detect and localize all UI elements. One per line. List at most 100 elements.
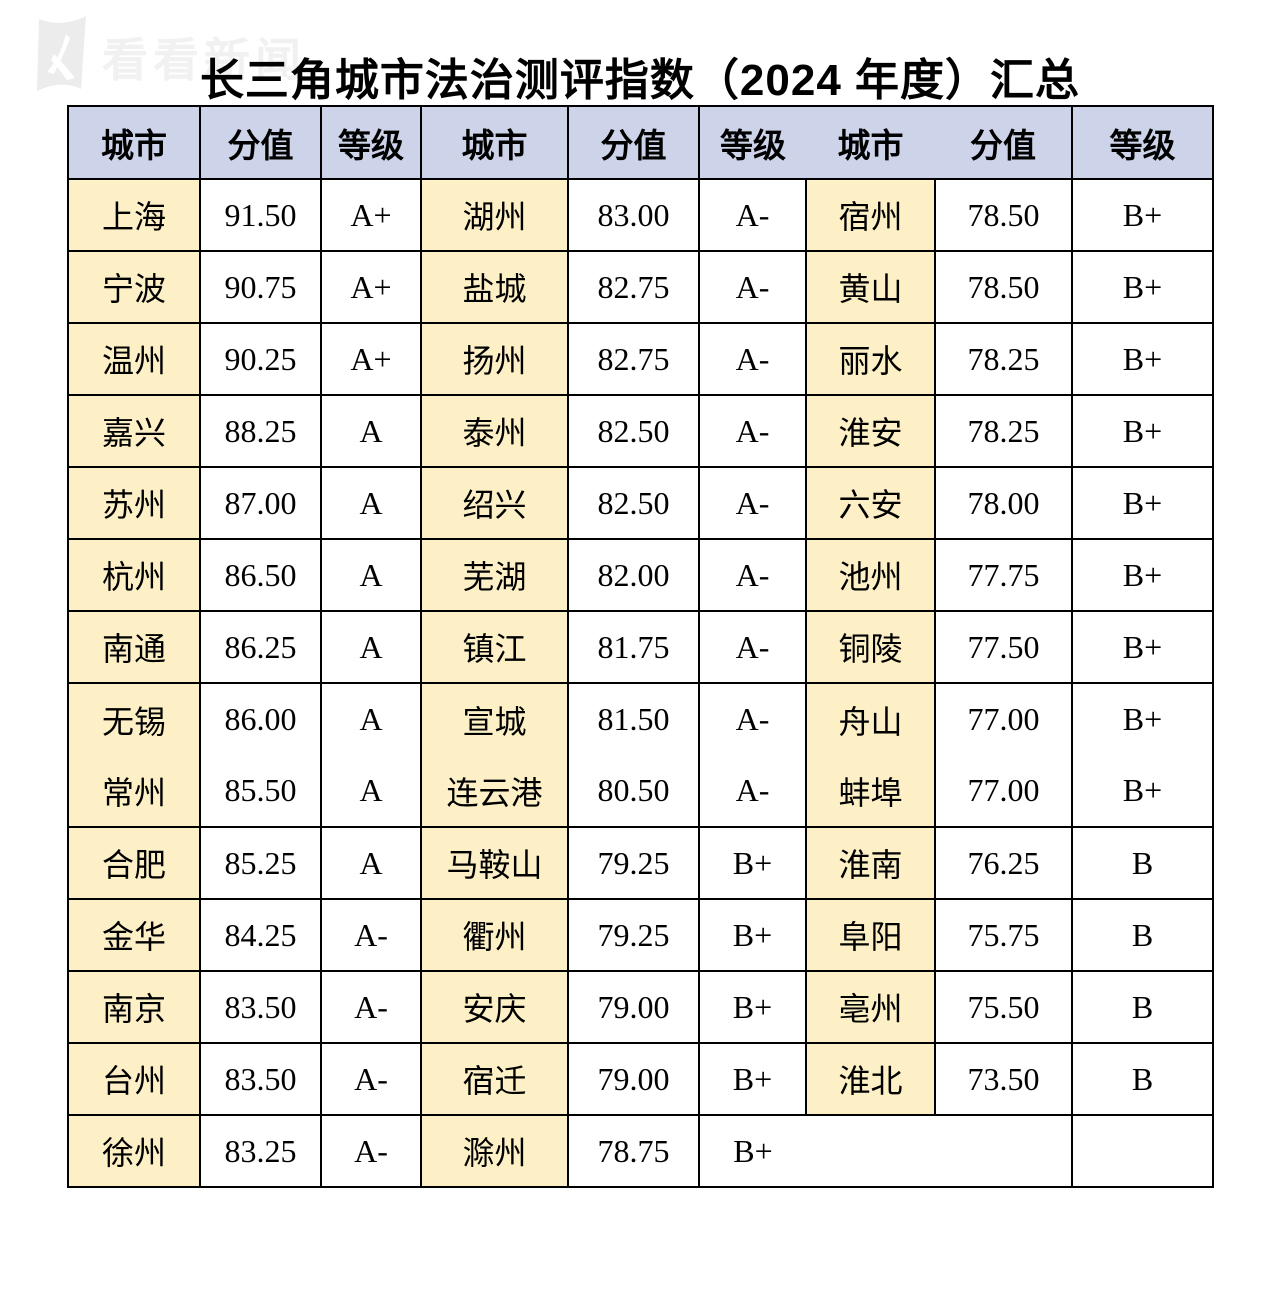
grade-cell: A <box>320 394 422 468</box>
score-cell: 91.50 <box>199 178 322 252</box>
grade-cell: B+ <box>1071 538 1214 612</box>
city-cell: 淮安 <box>805 394 936 468</box>
table-row: 无锡 86.00 A 宣城 81.50 A- 舟山 77.00 B+ <box>67 682 1214 755</box>
grade-cell: A+ <box>320 178 422 252</box>
table-body: 上海 91.50 A+ 湖州 83.00 A- 宿州 78.50 B+ 宁波 90.75 A+ 盐城 82… <box>67 178 1214 1188</box>
city-cell: 金华 <box>67 898 201 972</box>
city-cell: 湖州 <box>420 178 569 252</box>
city-cell: 滁州 <box>420 1114 569 1188</box>
score-cell: 78.25 <box>934 322 1073 396</box>
city-cell: 泰州 <box>420 394 569 468</box>
grade-cell: A- <box>698 250 807 324</box>
score-cell: 82.75 <box>567 250 700 324</box>
city-cell: 合肥 <box>67 826 201 900</box>
grade-cell: A- <box>698 394 807 468</box>
grade-cell: B+ <box>1071 322 1214 396</box>
score-cell: 73.50 <box>934 1042 1073 1116</box>
city-cell: 蚌埠 <box>805 754 936 828</box>
city-cell: 温州 <box>67 322 201 396</box>
grade-cell: B+ <box>698 1114 806 1188</box>
grade-cell: A+ <box>320 250 422 324</box>
city-cell: 铜陵 <box>805 610 936 684</box>
grade-cell: B+ <box>1071 250 1214 324</box>
grade-cell: A <box>320 682 422 755</box>
table-row: 南京 83.50 A- 安庆 79.00 B+ 亳州 75.50 B <box>67 970 1214 1044</box>
city-cell: 舟山 <box>805 682 936 755</box>
table-header-cell: 城市 <box>67 105 201 180</box>
grade-cell: A- <box>698 610 807 684</box>
city-cell: 宣城 <box>420 682 569 755</box>
grade-cell: A- <box>698 466 807 540</box>
city-cell: 杭州 <box>67 538 201 612</box>
score-cell: 85.50 <box>199 754 322 828</box>
score-cell <box>934 1114 1073 1188</box>
city-cell: 宁波 <box>67 250 201 324</box>
table-row: 金华 84.25 A- 衢州 79.25 B+ 阜阳 75.75 B <box>67 898 1214 972</box>
grade-cell: B+ <box>1071 610 1214 684</box>
score-cell: 90.25 <box>199 322 322 396</box>
table-header-cell: 等级 <box>1071 105 1214 180</box>
city-cell: 连云港 <box>420 754 569 828</box>
score-cell: 76.25 <box>934 826 1073 900</box>
grade-cell: A- <box>698 538 807 612</box>
city-cell: 南通 <box>67 610 201 684</box>
grade-cell: A <box>320 826 422 900</box>
summary-table: 城市 分值 等级 城市 分值 等级 城市 分值 等级 上海 91.50 A+ 湖州 83.00 A- 宿州 7… <box>67 105 1214 1188</box>
table-row: 南通 86.25 A 镇江 81.75 A- 铜陵 77.50 B+ <box>67 610 1214 684</box>
grade-cell: B+ <box>698 898 807 972</box>
city-cell: 丽水 <box>805 322 936 396</box>
score-cell: 82.75 <box>567 322 700 396</box>
grade-cell: A- <box>698 178 807 252</box>
grade-cell: A- <box>320 898 422 972</box>
table-header-row: 城市 分值 等级 城市 分值 等级 城市 分值 等级 <box>67 105 1214 180</box>
score-cell: 87.00 <box>199 466 322 540</box>
table-header-cell: 城市 <box>420 105 569 180</box>
grade-cell: B+ <box>698 970 807 1044</box>
score-cell: 78.25 <box>934 394 1073 468</box>
grade-cell: B <box>1071 826 1214 900</box>
grade-cell: A- <box>320 1042 422 1116</box>
score-cell: 79.25 <box>567 898 700 972</box>
score-cell: 82.00 <box>567 538 700 612</box>
city-cell: 黄山 <box>805 250 936 324</box>
grade-cell: A- <box>320 1114 422 1188</box>
city-cell: 上海 <box>67 178 201 252</box>
score-cell: 75.50 <box>934 970 1073 1044</box>
score-cell: 79.00 <box>567 1042 700 1116</box>
knews-flag-icon <box>30 12 94 101</box>
score-cell: 86.50 <box>199 538 322 612</box>
table-row: 嘉兴 88.25 A 泰州 82.50 A- 淮安 78.25 B+ <box>67 394 1214 468</box>
city-cell: 台州 <box>67 1042 201 1116</box>
table-row: 合肥 85.25 A 马鞍山 79.25 B+ 淮南 76.25 B <box>67 826 1214 900</box>
summary-table-wrap: 城市 分值 等级 城市 分值 等级 城市 分值 等级 上海 91.50 A+ 湖州 83.00 A- 宿州 7… <box>67 105 1214 1188</box>
score-cell: 90.75 <box>199 250 322 324</box>
grade-cell: B+ <box>1071 466 1214 540</box>
grade-cell <box>1071 1114 1214 1188</box>
city-cell: 嘉兴 <box>67 394 201 468</box>
city-cell: 阜阳 <box>805 898 936 972</box>
page-title: 长三角城市法治测评指数（2024 年度）汇总 <box>199 56 1081 105</box>
grade-cell: B+ <box>1071 394 1214 468</box>
city-cell: 无锡 <box>67 682 201 755</box>
score-cell: 78.75 <box>567 1114 700 1188</box>
city-cell: 芜湖 <box>420 538 569 612</box>
table-row: 常州 85.50 A 连云港 80.50 A- 蚌埠 77.00 B+ <box>67 754 1214 828</box>
score-cell: 86.00 <box>199 682 322 755</box>
score-cell: 86.25 <box>199 610 322 684</box>
grade-cell: B+ <box>1071 754 1214 828</box>
table-row: 温州 90.25 A+ 扬州 82.75 A- 丽水 78.25 B+ <box>67 322 1214 396</box>
score-cell: 83.50 <box>199 970 322 1044</box>
table-header-cell: 等级 <box>698 105 806 180</box>
table-row: 上海 91.50 A+ 湖州 83.00 A- 宿州 78.50 B+ <box>67 178 1214 252</box>
table-row: 杭州 86.50 A 芜湖 82.00 A- 池州 77.75 B+ <box>67 538 1214 612</box>
score-cell: 82.50 <box>567 466 700 540</box>
city-cell: 南京 <box>67 970 201 1044</box>
grade-cell: A- <box>698 754 807 828</box>
score-cell: 78.50 <box>934 250 1073 324</box>
city-cell: 马鞍山 <box>420 826 569 900</box>
city-cell: 淮北 <box>805 1042 936 1116</box>
grade-cell: A <box>320 754 422 828</box>
grade-cell: B+ <box>698 826 807 900</box>
score-cell: 77.00 <box>934 754 1073 828</box>
grade-cell: A- <box>320 970 422 1044</box>
